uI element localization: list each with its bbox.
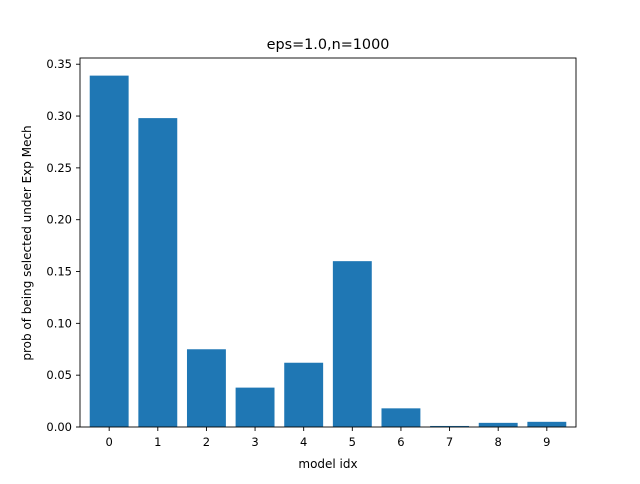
bar-5: [332, 261, 372, 427]
bar-6: [381, 408, 421, 427]
bar-1: [138, 118, 178, 427]
x-tick-label-7: 7: [446, 435, 453, 449]
y-tick-label-0.35: 0.35: [46, 57, 72, 71]
x-tick-label-6: 6: [397, 435, 404, 449]
x-tick-label-1: 1: [154, 435, 161, 449]
x-tick-label-5: 5: [349, 435, 356, 449]
y-axis-label: prob of being selected under Exp Mech: [20, 125, 34, 360]
y-tick-label-0.25: 0.25: [46, 161, 72, 175]
bar-3: [235, 387, 275, 427]
chart-title: eps=1.0,n=1000: [267, 37, 390, 53]
x-tick-label-8: 8: [495, 435, 502, 449]
bar-9: [527, 421, 567, 427]
axes-layer: 0 1 2 3 4 5 6 7 8 9 0.00 0.05 0.10 0.15 0.20 0.25 0.30 0.…: [46, 57, 577, 449]
y-tick-label-0.20: 0.20: [46, 213, 72, 227]
bar-0: [89, 75, 129, 427]
bars-layer: [89, 75, 567, 427]
bar-7: [430, 425, 470, 427]
bar-4: [284, 362, 324, 427]
bar-2: [186, 349, 226, 427]
y-tick-label-0.10: 0.10: [46, 316, 72, 330]
y-tick-label-0.05: 0.05: [46, 368, 72, 382]
y-tick-label-0.15: 0.15: [46, 265, 72, 279]
x-tick-label-0: 0: [106, 435, 113, 449]
x-axis-label: model idx: [298, 457, 357, 471]
x-tick-label-3: 3: [251, 435, 258, 449]
plot-frame: [79, 57, 577, 428]
bar-8: [478, 422, 518, 427]
x-tick-label-2: 2: [203, 435, 210, 449]
x-tick-label-9: 9: [543, 435, 550, 449]
x-tick-label-4: 4: [300, 435, 307, 449]
y-tick-label-0.30: 0.30: [46, 109, 72, 123]
y-tick-label-0.00: 0.00: [46, 420, 72, 434]
